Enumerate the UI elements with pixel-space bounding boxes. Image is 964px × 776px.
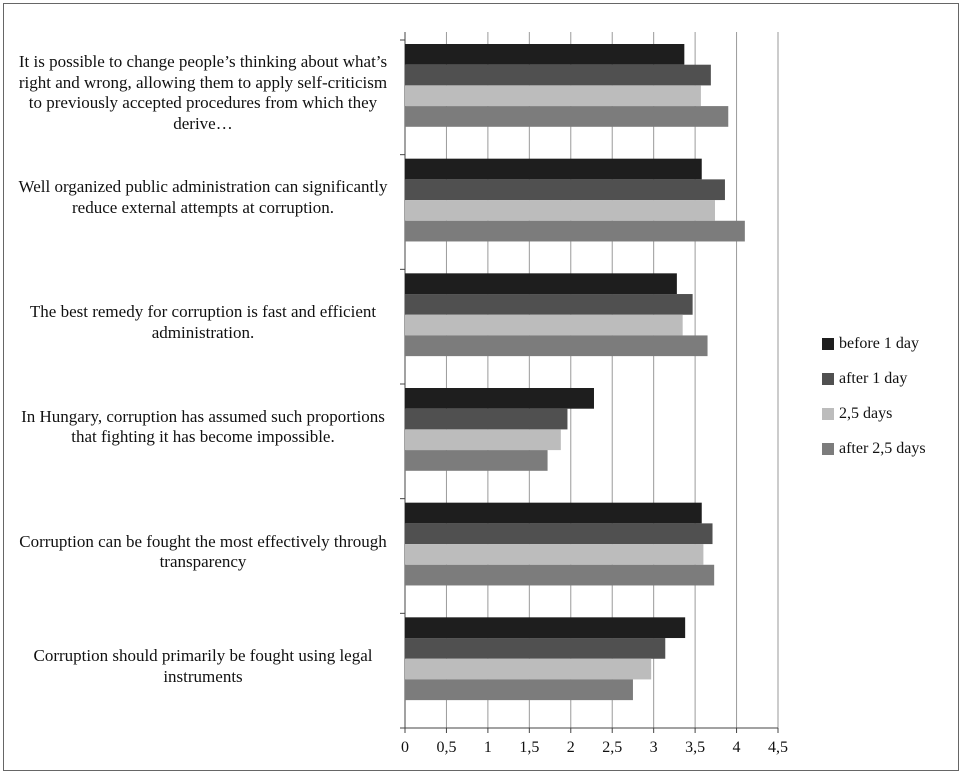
category-label: The best remedy for corruption is fast a… <box>29 302 377 342</box>
bar <box>405 294 693 315</box>
legend-label: after 1 day <box>839 369 908 387</box>
bar <box>405 220 745 242</box>
legend-item: after 2,5 days <box>822 431 926 466</box>
x-tick-label: 1,5 <box>519 739 539 756</box>
x-tick-label: 3 <box>650 739 658 756</box>
x-tick-label: 2,5 <box>602 739 622 756</box>
x-tick-label: 4 <box>733 739 741 756</box>
legend-item: before 1 day <box>822 326 926 361</box>
legend-swatch <box>822 407 834 420</box>
bar <box>405 658 652 680</box>
bar <box>405 314 683 336</box>
bar <box>405 106 729 127</box>
legend-item: after 1 day <box>822 361 926 396</box>
bar <box>405 429 561 451</box>
bar <box>405 273 677 295</box>
bar <box>405 179 725 201</box>
legend-label: 2,5 days <box>839 404 893 422</box>
bar <box>405 44 685 65</box>
legend-swatch <box>822 372 834 385</box>
legend-swatch <box>822 337 834 350</box>
category-label: It is possible to change people’s thinki… <box>18 52 388 133</box>
chart-frame <box>3 3 959 771</box>
bar <box>405 679 633 701</box>
bar <box>405 158 702 180</box>
bar <box>405 388 594 409</box>
x-tick-label: 0,5 <box>436 739 456 756</box>
bar <box>405 408 568 430</box>
x-tick-label: 4,5 <box>768 739 788 756</box>
bar <box>405 450 548 471</box>
bar <box>405 335 708 357</box>
category-label: Corruption should primarily be fought us… <box>33 646 373 686</box>
legend-label: after 2,5 days <box>839 439 926 457</box>
legend-swatch <box>822 442 834 455</box>
bar <box>405 502 702 524</box>
legend-label: before 1 day <box>839 334 919 352</box>
bar <box>405 617 686 639</box>
bar <box>405 638 666 659</box>
x-tick-label: 0 <box>401 739 409 756</box>
bar <box>405 64 711 86</box>
legend: before 1 day after 1 day 2,5 days after 2,5… <box>822 326 926 466</box>
x-tick-label: 2 <box>567 739 575 756</box>
bar <box>405 523 713 545</box>
category-label: Well organized public administration can… <box>18 177 388 217</box>
category-label: In Hungary, corruption has assumed such … <box>21 406 385 447</box>
bar <box>405 85 701 107</box>
legend-item: 2,5 days <box>822 396 926 431</box>
category-label: Corruption can be fought the most effect… <box>19 531 387 572</box>
x-tick-label: 3,5 <box>685 739 705 756</box>
bar <box>405 200 716 221</box>
bar <box>405 544 704 565</box>
bar <box>405 564 715 586</box>
x-tick-label: 1 <box>484 739 492 756</box>
